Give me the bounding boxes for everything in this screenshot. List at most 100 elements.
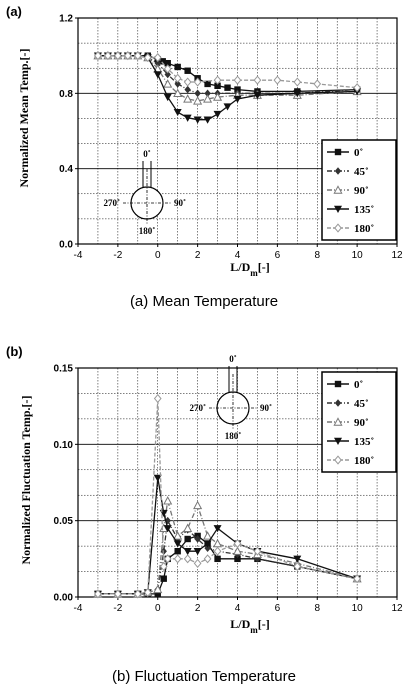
y-tick-label: 0.4 <box>59 164 73 175</box>
data-point <box>193 558 202 568</box>
data-point <box>293 77 302 87</box>
data-point <box>233 538 242 549</box>
data-point <box>164 60 171 67</box>
legend-label: 180˚ <box>354 455 374 467</box>
x-tick-label: 6 <box>275 603 281 614</box>
data-point <box>214 555 221 563</box>
panel-label-a: (a) <box>6 4 22 19</box>
data-point <box>203 531 213 540</box>
data-point <box>183 94 193 103</box>
x-tick-label: 8 <box>314 250 320 261</box>
y-tick-label: 0.0 <box>59 240 73 251</box>
data-point <box>163 64 172 74</box>
y-tick-label: 0.05 <box>54 516 74 527</box>
y-axis-title-a: Normalized Mean Temp.[-] <box>17 49 31 188</box>
legend-label: 135˚ <box>354 204 374 216</box>
data-point <box>203 540 212 548</box>
data-point <box>114 51 122 61</box>
series-line <box>97 535 358 595</box>
data-point <box>213 546 222 556</box>
data-point <box>204 544 211 552</box>
data-point <box>193 500 203 510</box>
x-tick-label: -2 <box>113 603 122 614</box>
data-point <box>153 52 162 63</box>
legend-swatch-marker <box>334 455 342 465</box>
angle-label-top: 0˚ <box>143 149 151 159</box>
data-point <box>94 51 102 61</box>
legend-swatch-marker <box>334 399 342 407</box>
data-point <box>193 77 202 87</box>
data-point <box>173 108 182 117</box>
legend-label: 0˚ <box>354 379 363 391</box>
data-point <box>173 88 183 98</box>
x-tick-label: 6 <box>275 250 281 261</box>
data-point <box>213 110 222 119</box>
y-tick-label: 0.15 <box>54 364 74 375</box>
data-point <box>94 589 102 599</box>
data-point <box>183 554 192 564</box>
data-point <box>114 589 122 599</box>
data-point <box>143 587 152 597</box>
data-point <box>273 75 282 85</box>
data-point <box>214 82 221 89</box>
data-point <box>183 548 192 556</box>
data-point <box>204 89 211 98</box>
data-point <box>203 554 212 564</box>
data-point <box>193 116 202 124</box>
angle-label-top: 0˚ <box>229 354 237 364</box>
legend-label: 90˚ <box>354 417 369 429</box>
legend-swatch-marker <box>334 223 342 233</box>
legend-swatch-marker <box>333 417 343 426</box>
data-point <box>163 496 173 505</box>
x-tick-label: 4 <box>235 250 241 261</box>
legend-swatch-marker <box>334 148 342 156</box>
x-tick-label: 4 <box>235 603 241 614</box>
data-point <box>203 116 212 124</box>
data-point <box>293 555 302 563</box>
data-point <box>204 80 211 88</box>
data-point <box>153 584 163 594</box>
data-point <box>194 89 201 98</box>
data-point <box>153 474 162 482</box>
data-point <box>353 574 361 584</box>
data-point <box>253 92 262 100</box>
data-point <box>143 52 152 63</box>
angle-label-bottom: 180˚ <box>225 431 242 441</box>
data-point <box>213 75 222 85</box>
panel-fluctuation-temperature: (b) Normalized Fluctuation Temp.[-] L/Dm… <box>6 344 403 685</box>
caption-b: (b) Fluctuation Temperature <box>112 668 296 685</box>
data-point <box>232 546 243 555</box>
data-point <box>224 84 231 91</box>
data-point <box>174 80 181 88</box>
data-point <box>153 393 162 404</box>
data-point <box>313 79 322 89</box>
data-point <box>173 73 182 83</box>
x-tick-label: 10 <box>352 250 364 261</box>
data-point <box>163 79 173 88</box>
data-point <box>253 546 262 556</box>
y-axis-title-b: Normalized Fluctuation Temp.[-] <box>19 396 33 565</box>
legend-swatch-marker <box>334 380 342 388</box>
angle-label-left: 270˚ <box>104 198 121 208</box>
data-point <box>123 51 132 61</box>
data-point <box>160 575 167 582</box>
y-tick-label: 0.00 <box>54 593 74 604</box>
data-point <box>174 548 181 555</box>
legend-label: 135˚ <box>354 436 374 448</box>
panel-mean-temperature: (a) Normalized Mean Temp.[-] L/Dm[-] (a)… <box>6 4 403 310</box>
x-tick-label: 2 <box>195 250 201 261</box>
x-axis-title-b: L/Dm[-] <box>230 617 270 635</box>
orientation-diagram: 0˚ 270˚ 90˚ 180˚ <box>104 149 187 236</box>
caption-a: (a) Mean Temperature <box>130 293 278 310</box>
legend-label: 180˚ <box>354 223 374 235</box>
data-point <box>203 94 213 103</box>
y-tick-label: 0.8 <box>59 89 73 100</box>
data-point <box>174 63 181 71</box>
x-tick-label: 10 <box>352 603 364 614</box>
data-point <box>293 90 302 98</box>
data-point <box>223 103 232 111</box>
legend-swatch-marker <box>334 167 342 175</box>
x-tick-label: 12 <box>391 250 403 261</box>
angle-label-left: 270˚ <box>190 403 207 413</box>
